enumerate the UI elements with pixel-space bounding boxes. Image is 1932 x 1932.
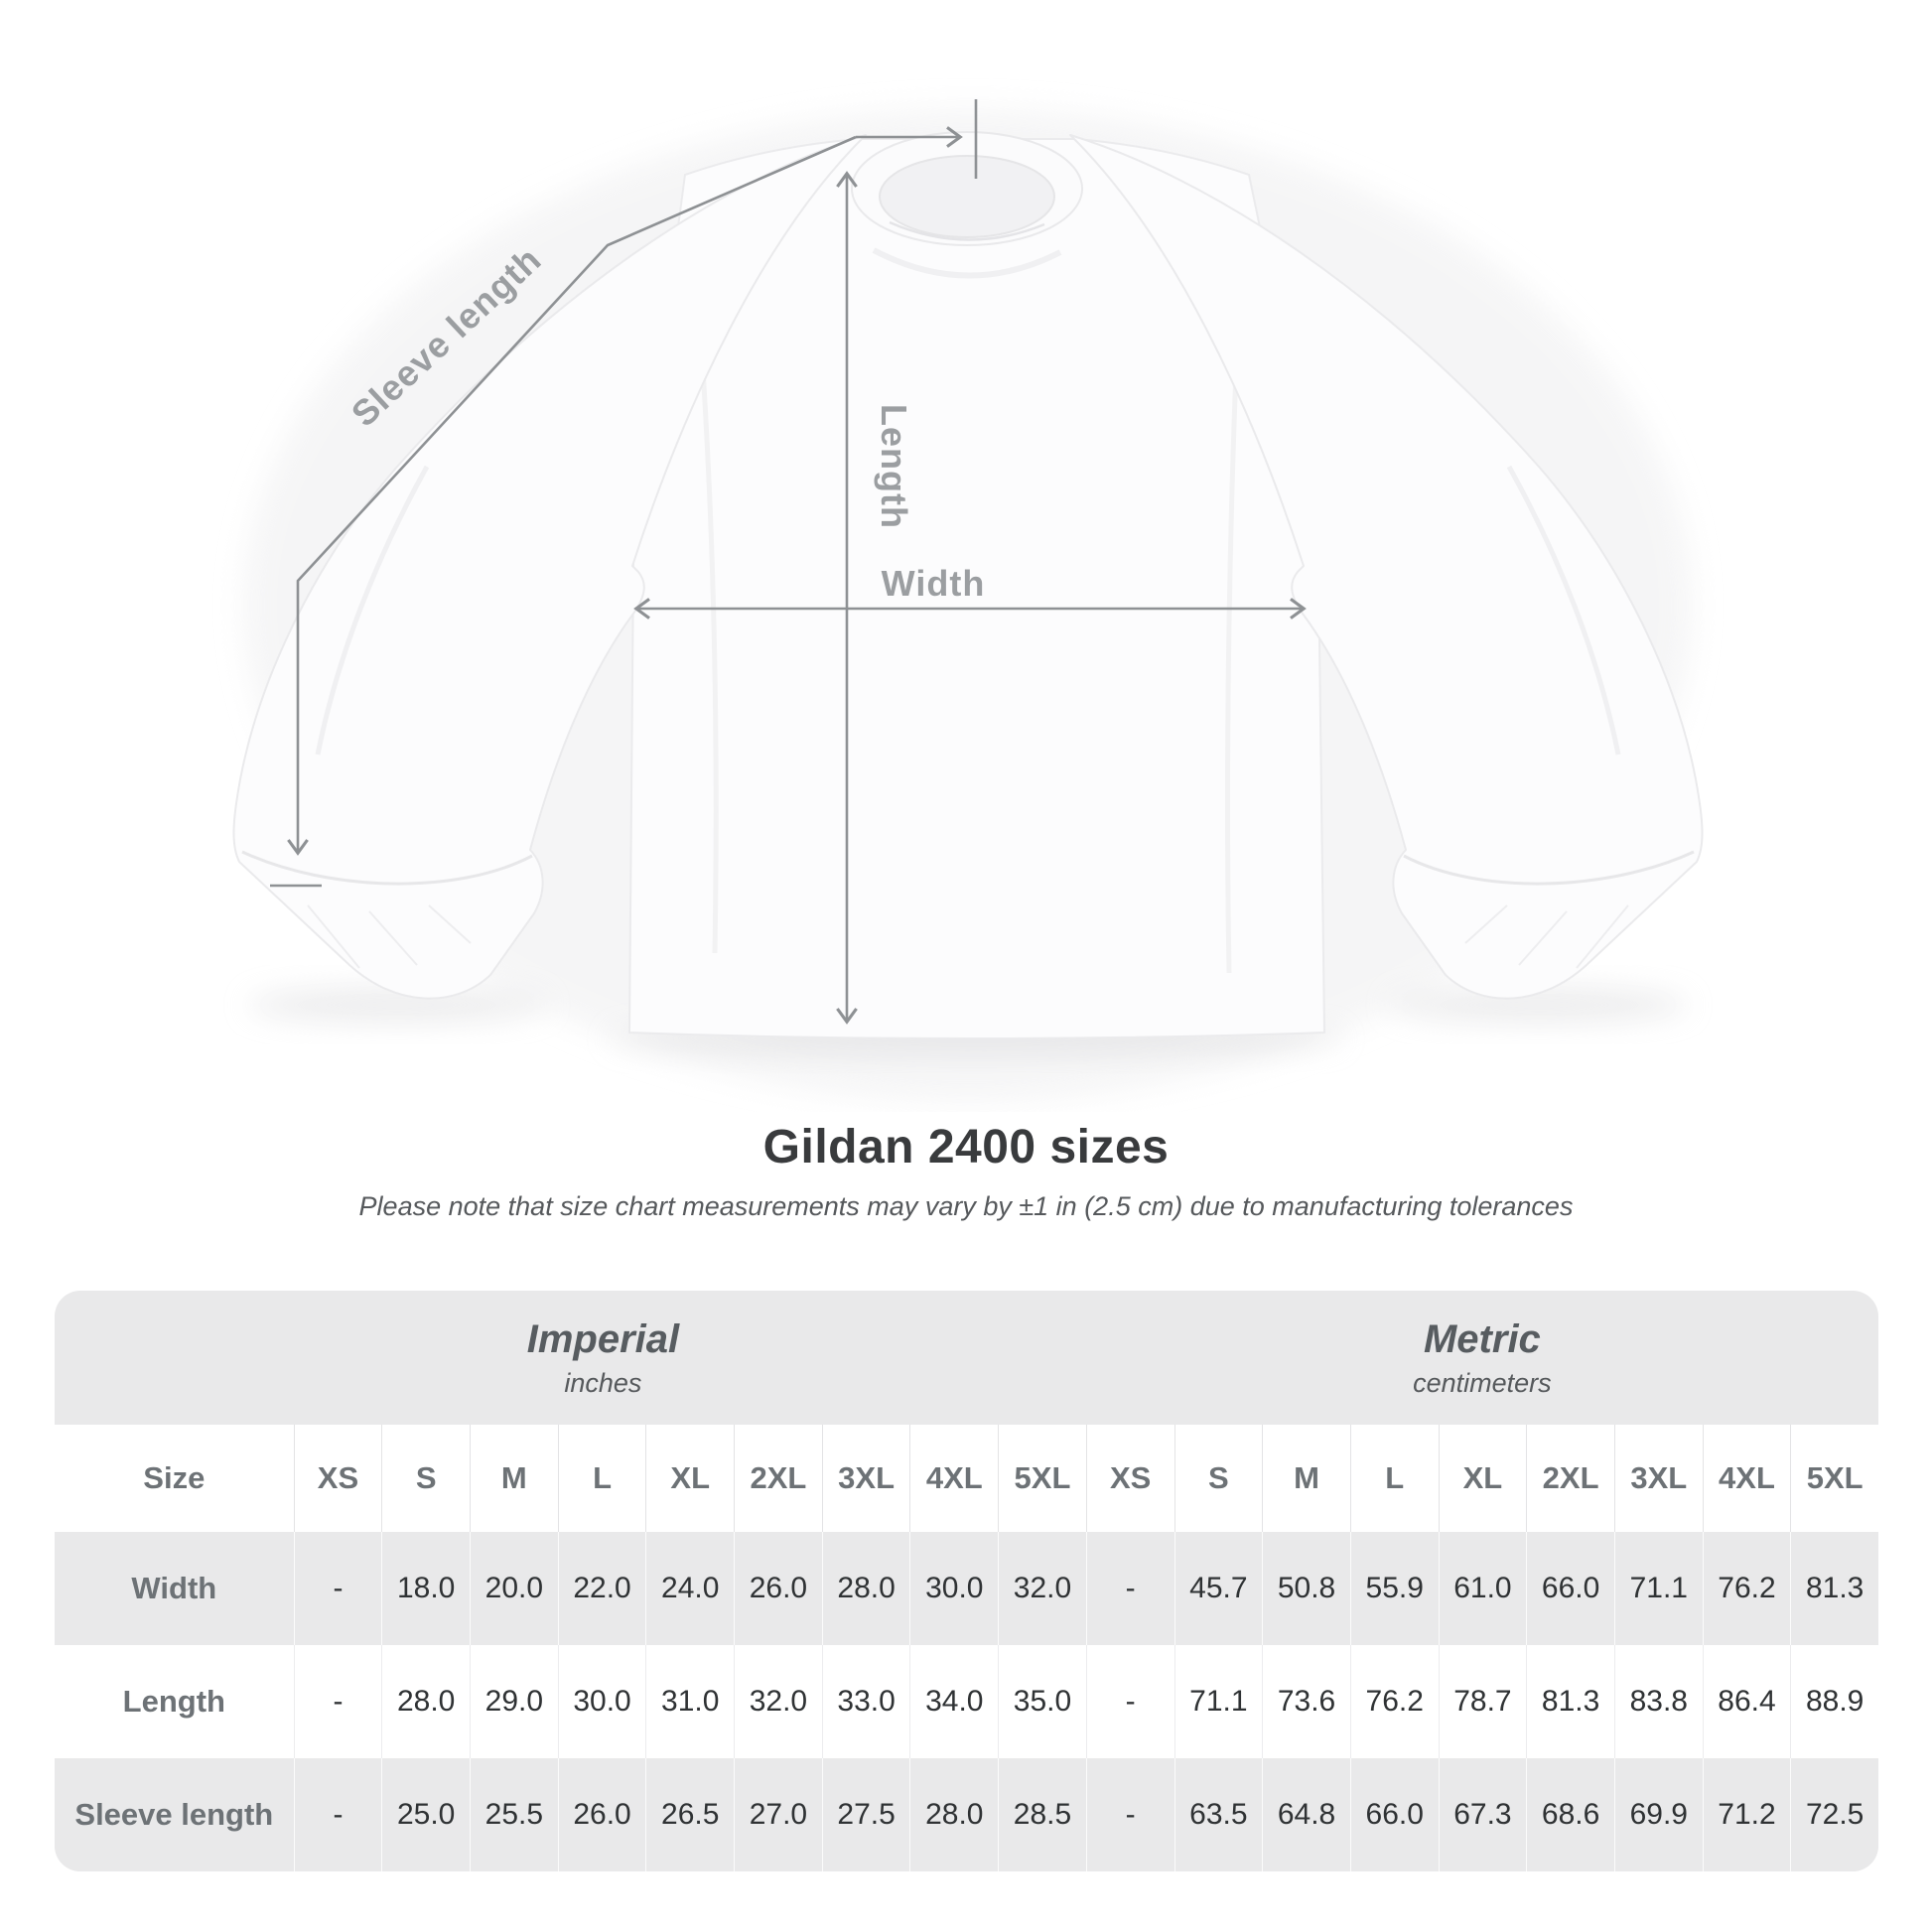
value-cell: 83.8: [1613, 1645, 1703, 1758]
size-header-cell: 2XL: [1526, 1425, 1614, 1532]
value-cell: 66.0: [1526, 1532, 1614, 1645]
value-cell: 32.0: [998, 1532, 1086, 1645]
value-cell: -: [1085, 1758, 1174, 1871]
size-header-cell: L: [557, 1425, 646, 1532]
value-cell: 28.0: [821, 1532, 910, 1645]
left-cuff-shadow: [248, 987, 546, 1023]
value-cell: 29.0: [470, 1645, 558, 1758]
measurement-annotations: [270, 99, 1307, 1025]
value-cell: 28.0: [381, 1645, 470, 1758]
value-cell: 25.0: [381, 1758, 470, 1871]
unit-header-row: Imperial inches Metric centimeters: [55, 1291, 1878, 1425]
value-cell: 64.8: [1262, 1758, 1350, 1871]
size-header-cell: L: [1349, 1425, 1439, 1532]
value-cell: 76.2: [1349, 1645, 1439, 1758]
value-cell: 26.0: [557, 1758, 646, 1871]
size-header-cell: 2XL: [734, 1425, 822, 1532]
row-label: Sleeve length: [55, 1758, 294, 1871]
value-cell: 69.9: [1613, 1758, 1703, 1871]
value-cell: -: [293, 1758, 382, 1871]
value-cell: 88.9: [1790, 1645, 1878, 1758]
size-header-cell: 3XL: [1613, 1425, 1703, 1532]
right-cuff-shadow: [1390, 987, 1688, 1023]
metric-unit-header: Metric centimeters: [1086, 1291, 1878, 1425]
width-label: Width: [882, 563, 986, 604]
sleeve-length-line: [287, 135, 857, 856]
value-cell: 55.9: [1349, 1532, 1439, 1645]
value-cell: -: [293, 1645, 382, 1758]
size-header-cell: M: [1262, 1425, 1350, 1532]
size-header-cell: XS: [1085, 1425, 1174, 1532]
value-cell: 30.0: [909, 1532, 999, 1645]
value-cell: 61.0: [1438, 1532, 1527, 1645]
size-header-cell: XL: [645, 1425, 735, 1532]
shirt-measurement-diagram: Sleeve length Length Width: [0, 99, 1932, 1102]
value-cell: 66.0: [1349, 1758, 1439, 1871]
size-column-header: Size: [55, 1425, 294, 1532]
value-cell: 27.5: [821, 1758, 910, 1871]
size-header-cell: 4XL: [909, 1425, 999, 1532]
value-cell: 26.0: [734, 1532, 822, 1645]
value-cell: 73.6: [1262, 1645, 1350, 1758]
size-header-cell: 5XL: [1790, 1425, 1878, 1532]
metric-unit: centimeters: [1413, 1367, 1552, 1398]
size-header-cell: 5XL: [998, 1425, 1086, 1532]
size-header-cell: XL: [1438, 1425, 1527, 1532]
value-cell: 63.5: [1173, 1758, 1263, 1871]
imperial-label: Imperial: [526, 1316, 680, 1361]
value-cell: 31.0: [645, 1645, 735, 1758]
size-grid: Size XS S M L XL 2XL 3XL 4XL 5XL XS S M L XL 2XL 3XL 4XL 5…: [55, 1425, 1878, 1871]
page-title: Gildan 2400 sizes: [762, 1121, 1170, 1173]
value-cell: 25.5: [470, 1758, 558, 1871]
value-cell: 24.0: [645, 1532, 735, 1645]
value-cell: 86.4: [1702, 1645, 1791, 1758]
value-cell: 27.0: [734, 1758, 822, 1871]
size-header-cell: S: [381, 1425, 470, 1532]
value-cell: 33.0: [821, 1645, 910, 1758]
value-cell: 72.5: [1790, 1758, 1878, 1871]
value-cell: 28.5: [998, 1758, 1086, 1871]
imperial-unit: inches: [564, 1367, 642, 1398]
value-cell: 18.0: [381, 1532, 470, 1645]
size-header-cell: 4XL: [1702, 1425, 1791, 1532]
collar-inner: [879, 155, 1055, 238]
value-cell: 34.0: [909, 1645, 999, 1758]
value-cell: 71.2: [1702, 1758, 1791, 1871]
value-cell: 50.8: [1262, 1532, 1350, 1645]
value-cell: 35.0: [998, 1645, 1086, 1758]
value-cell: 28.0: [909, 1758, 999, 1871]
size-header-cell: S: [1173, 1425, 1263, 1532]
metric-label: Metric: [1423, 1316, 1541, 1361]
row-label: Width: [55, 1532, 294, 1645]
value-cell: 26.5: [645, 1758, 735, 1871]
page-subtitle: Please note that size chart measurements…: [358, 1191, 1574, 1221]
value-cell: 32.0: [734, 1645, 822, 1758]
value-cell: 71.1: [1173, 1645, 1263, 1758]
value-cell: 20.0: [470, 1532, 558, 1645]
value-cell: 68.6: [1526, 1758, 1614, 1871]
value-cell: 81.3: [1790, 1532, 1878, 1645]
value-cell: 67.3: [1438, 1758, 1527, 1871]
value-cell: 30.0: [557, 1645, 646, 1758]
shirt-illustration: [233, 131, 1702, 1039]
value-cell: 81.3: [1526, 1645, 1614, 1758]
value-cell: -: [1085, 1645, 1174, 1758]
size-header-cell: M: [470, 1425, 558, 1532]
value-cell: -: [293, 1532, 382, 1645]
size-header-cell: XS: [293, 1425, 382, 1532]
size-header-cell: 3XL: [821, 1425, 910, 1532]
shirt-diagram-svg: Sleeve length Length Width: [0, 99, 1932, 1102]
value-cell: 76.2: [1702, 1532, 1791, 1645]
value-cell: 71.1: [1613, 1532, 1703, 1645]
value-cell: 78.7: [1438, 1645, 1527, 1758]
size-table: Imperial inches Metric centimeters Size X…: [55, 1291, 1878, 1871]
value-cell: 22.0: [557, 1532, 646, 1645]
row-label: Length: [55, 1645, 294, 1758]
length-label: Length: [874, 404, 914, 529]
value-cell: 45.7: [1173, 1532, 1263, 1645]
value-cell: -: [1085, 1532, 1174, 1645]
imperial-unit-header: Imperial inches: [55, 1291, 1086, 1425]
